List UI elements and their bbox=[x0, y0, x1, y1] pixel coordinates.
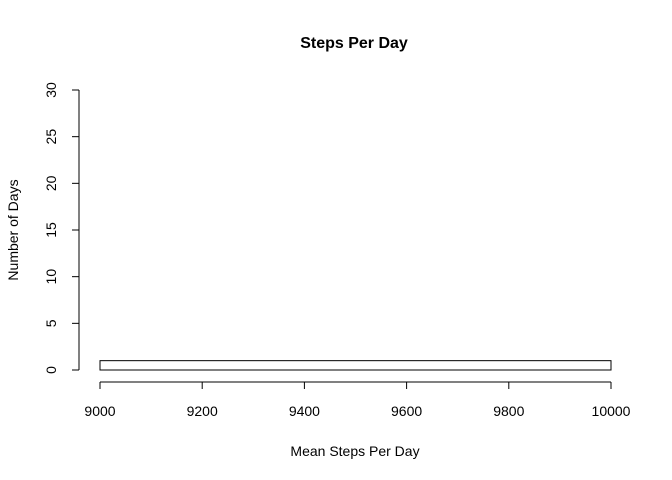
y-tick-label: 25 bbox=[43, 129, 59, 145]
histogram-bar-0 bbox=[99, 360, 612, 371]
bars-group bbox=[99, 360, 612, 371]
x-tick-label: 9600 bbox=[391, 403, 422, 419]
y-tick-label: 0 bbox=[43, 366, 59, 374]
y-axis: 0 5 10 15 20 25 30 bbox=[43, 82, 80, 374]
x-tick-label: 9000 bbox=[84, 403, 115, 419]
y-tick-label: 15 bbox=[43, 222, 59, 238]
y-tick-label: 10 bbox=[43, 269, 59, 285]
x-axis: 9000 9200 9400 9600 9800 10000 bbox=[84, 381, 631, 419]
x-ticks: 9000 9200 9400 9600 9800 10000 bbox=[84, 382, 631, 419]
plot-area bbox=[99, 360, 612, 371]
y-tick-label: 5 bbox=[43, 319, 59, 327]
y-tick-label: 20 bbox=[43, 175, 59, 191]
y-tick-label: 30 bbox=[43, 82, 59, 98]
x-tick-label: 9800 bbox=[493, 403, 524, 419]
y-axis-label: Number of Days bbox=[5, 179, 21, 280]
x-axis-label: Mean Steps Per Day bbox=[290, 443, 419, 459]
x-tick-label: 9200 bbox=[187, 403, 218, 419]
x-tick-label: 9400 bbox=[289, 403, 320, 419]
y-ticks: 0 5 10 15 20 25 30 bbox=[43, 82, 79, 374]
x-tick-label: 10000 bbox=[592, 403, 631, 419]
chart-title: Steps Per Day bbox=[300, 35, 408, 52]
